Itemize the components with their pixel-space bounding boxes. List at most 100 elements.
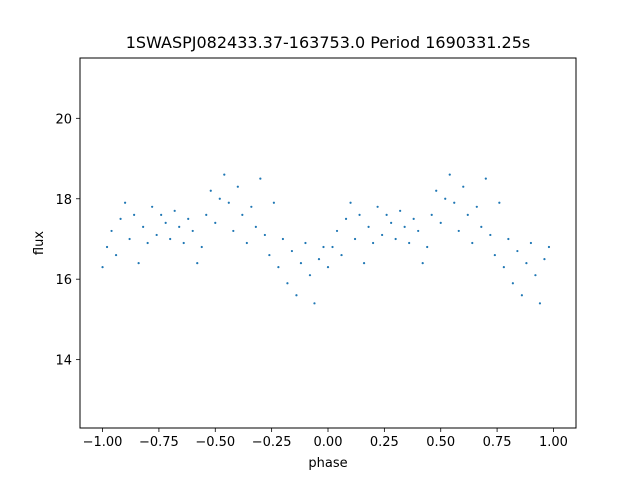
data-point (344, 217, 348, 220)
data-point (340, 253, 343, 257)
data-point (110, 229, 113, 233)
data-point (277, 266, 280, 269)
data-point (435, 189, 438, 192)
data-point (489, 233, 492, 237)
x-tick-label: 0.00 (314, 435, 343, 450)
data-point (381, 233, 384, 237)
data-point (114, 253, 118, 257)
data-point (457, 229, 460, 233)
data-point (502, 266, 505, 269)
data-point (385, 213, 388, 216)
data-point (448, 173, 451, 176)
data-point (236, 185, 239, 188)
data-point (349, 201, 352, 204)
data-point (182, 241, 185, 245)
data-point (403, 225, 406, 229)
x-tick-label: 1.00 (539, 435, 568, 450)
data-point (101, 266, 104, 269)
data-point (268, 253, 271, 257)
data-point (466, 213, 469, 216)
data-point (394, 237, 397, 241)
x-tick-label: 0.75 (483, 435, 512, 450)
x-tick-label: −0.75 (139, 435, 179, 450)
data-point (322, 245, 325, 249)
data-point (299, 262, 303, 265)
data-point (241, 213, 244, 216)
data-point (123, 201, 127, 204)
x-tick-label: −1.00 (83, 435, 123, 450)
data-point (426, 245, 429, 249)
data-point (417, 229, 420, 233)
data-point (498, 201, 501, 204)
x-tick-label: −0.25 (252, 435, 292, 450)
data-point (214, 221, 217, 224)
data-point (232, 229, 235, 233)
data-point (304, 241, 307, 245)
data-point (335, 229, 339, 233)
data-point (173, 209, 176, 212)
data-point (484, 177, 487, 180)
data-point (462, 185, 465, 188)
y-tick-label: 16 (55, 273, 72, 288)
data-point (430, 213, 433, 216)
data-point (169, 237, 172, 241)
y-axis-ticks: 14 16 18 20 (55, 112, 80, 369)
y-tick-label: 20 (55, 112, 72, 127)
data-point (525, 262, 528, 265)
data-point (254, 225, 257, 229)
data-point (534, 274, 537, 277)
data-point (146, 241, 149, 245)
data-point (200, 245, 203, 249)
y-tick-label: 14 (55, 354, 72, 369)
data-point (164, 221, 167, 224)
data-point (439, 221, 442, 224)
data-point (191, 229, 194, 233)
data-point (272, 201, 275, 204)
data-point (218, 197, 221, 200)
data-point (119, 217, 122, 220)
data-point (520, 294, 523, 297)
data-point (160, 213, 163, 216)
data-point (155, 233, 158, 237)
data-point (133, 213, 136, 216)
y-tick-label: 18 (55, 193, 72, 208)
x-axis-label: phase (308, 456, 347, 471)
data-point (358, 213, 361, 216)
data-point (475, 205, 478, 208)
data-point (480, 225, 483, 229)
data-point (128, 237, 131, 241)
data-point (205, 213, 208, 216)
x-tick-label: −0.50 (195, 435, 235, 450)
data-point (178, 225, 181, 229)
data-point (390, 221, 393, 224)
data-point (371, 241, 375, 245)
data-point (245, 241, 248, 245)
data-point (331, 245, 334, 249)
data-point (408, 241, 411, 245)
data-point (187, 217, 190, 220)
data-point (105, 245, 109, 249)
data-point (543, 257, 546, 261)
data-point (367, 225, 370, 229)
data-point (516, 249, 519, 253)
data-point (250, 205, 253, 208)
data-point (362, 262, 366, 265)
data-point (444, 197, 447, 200)
data-point (376, 205, 379, 208)
data-point (317, 257, 321, 261)
y-axis-label: flux (32, 231, 47, 255)
data-point (412, 217, 415, 220)
data-point (263, 233, 266, 237)
data-point (223, 173, 226, 176)
data-point (538, 302, 542, 305)
data-point (471, 241, 474, 245)
data-point (326, 266, 330, 269)
data-point (547, 245, 551, 249)
data-point (295, 294, 298, 297)
data-point (308, 274, 312, 277)
x-axis-ticks: −1.00 −0.75 −0.50 −0.25 0.00 0.25 0.50 0.75 1.00 (83, 428, 568, 450)
data-point (399, 209, 402, 212)
data-point (196, 262, 199, 265)
